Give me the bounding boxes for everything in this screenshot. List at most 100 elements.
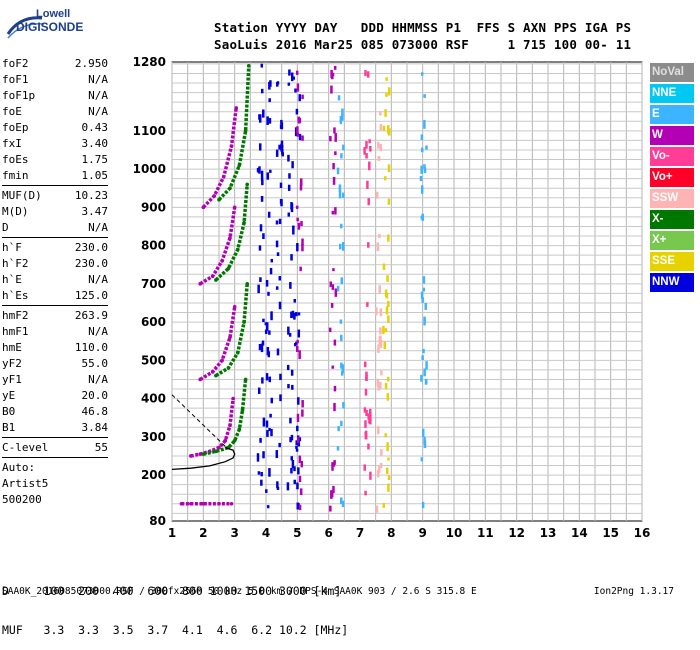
echo-mark [331,72,335,76]
echo-mark [333,460,336,465]
echo-mark [262,417,266,427]
echo-mark [257,284,260,294]
trace-point [220,358,224,363]
echo-mark [275,286,279,290]
param-name: B1 [2,421,16,434]
param-value: 230.0 [74,257,108,270]
echo-mark [290,203,294,213]
legend-item-nnw: NNW [650,273,694,292]
trace-point [242,320,246,324]
echo-mark [298,133,302,141]
echo-mark [366,302,369,307]
param-name: foE [2,105,22,118]
echo-mark [276,481,279,489]
echo-mark [382,325,385,335]
echo-mark [386,275,389,282]
echo-mark [261,179,264,186]
echo-mark [297,467,300,475]
y-tick-label: 80 [149,514,166,528]
echo-mark [270,397,274,404]
echo-mark [330,302,334,308]
echo-mark [379,462,383,469]
echo-mark [266,430,269,437]
scaled-parameters-list: foF2 2.950 foF1 N/A foF1p N/A foE N/A foEp 0.43 fx… [2,56,108,508]
echo-mark [382,263,386,270]
param-value: 55.0 [81,357,109,370]
echo-mark [279,373,282,381]
y-tick-label: 1100 [133,124,166,138]
param-row-md: M(D) 3.47 [2,204,108,220]
echo-mark [296,243,299,252]
trace-point [179,501,184,506]
trace-point [237,163,242,168]
legend-item-vo-: Vo+ [650,168,694,187]
legend-item-x-: X+ [650,231,694,250]
param-name: yF2 [2,357,22,370]
echo-mark [288,69,291,76]
echo-mark [384,289,388,298]
echo-mark [260,471,263,477]
echo-mark [298,94,301,102]
echo-mark [424,303,427,310]
x-tick-label: 5 [293,526,301,540]
trace-point [214,278,218,282]
echo-mark [420,457,424,462]
echo-mark [296,126,299,134]
param-row-hf2: h`F2 230.0 [2,256,108,272]
echo-mark [341,113,344,121]
echo-mark [262,233,265,239]
param-value: N/A [88,325,108,338]
echo-mark [299,266,302,272]
legend-item-noval: NoVal [650,63,694,82]
echo-mark [333,65,337,70]
echo-mark [270,311,273,321]
echo-mark [279,394,282,402]
density-profile-curve [171,446,236,471]
echo-mark [296,413,300,422]
echo-mark [376,378,380,387]
echo-mark [377,384,380,391]
param-separator [2,457,108,458]
echo-mark [377,426,380,435]
trace-point [214,449,218,454]
param-row-fof1p: foF1p N/A [2,88,108,104]
echo-mark [366,180,369,189]
echo-mark [369,471,372,480]
echo-mark [329,281,333,287]
echo-mark [275,220,279,225]
echo-mark [300,460,304,468]
echo-mark [340,277,344,285]
echo-mark [365,153,368,159]
echo-mark [268,376,272,383]
echo-mark [387,475,391,480]
echo-mark [336,285,340,292]
echo-mark [301,94,304,100]
echo-mark [266,346,270,356]
echo-mark [333,402,336,412]
echo-mark [387,164,391,173]
echo-mark [423,119,426,129]
echo-mark [292,76,295,80]
echo-mark [275,240,279,248]
param-row-foes: foEs 1.75 [2,152,108,168]
trace-point [228,335,232,340]
echo-mark [423,368,426,377]
echo-mark [280,143,283,152]
echo-mark [297,439,301,447]
echo-mark [376,469,380,478]
muf-table-distance-row: D 100 200 400 600 800 1000 1500 3000 [km… [2,584,342,598]
legend: NoVal NNE E W Vo- Vo+ SSW X- X+ SSE NNW [650,63,694,294]
echo-mark [278,301,282,310]
echo-mark [330,85,333,94]
param-row-b0: B0 46.8 [2,404,108,420]
echo-mark [278,442,281,448]
echo-mark [424,378,428,385]
legend-item-sse: SSE [650,252,694,271]
echo-mark [301,243,304,252]
echo-mark [366,71,370,78]
trace-point [201,501,206,506]
x-tick-label: 13 [540,526,557,540]
legend-item-w: W [650,126,694,145]
echo-mark [265,322,269,331]
echo-mark [291,384,294,390]
